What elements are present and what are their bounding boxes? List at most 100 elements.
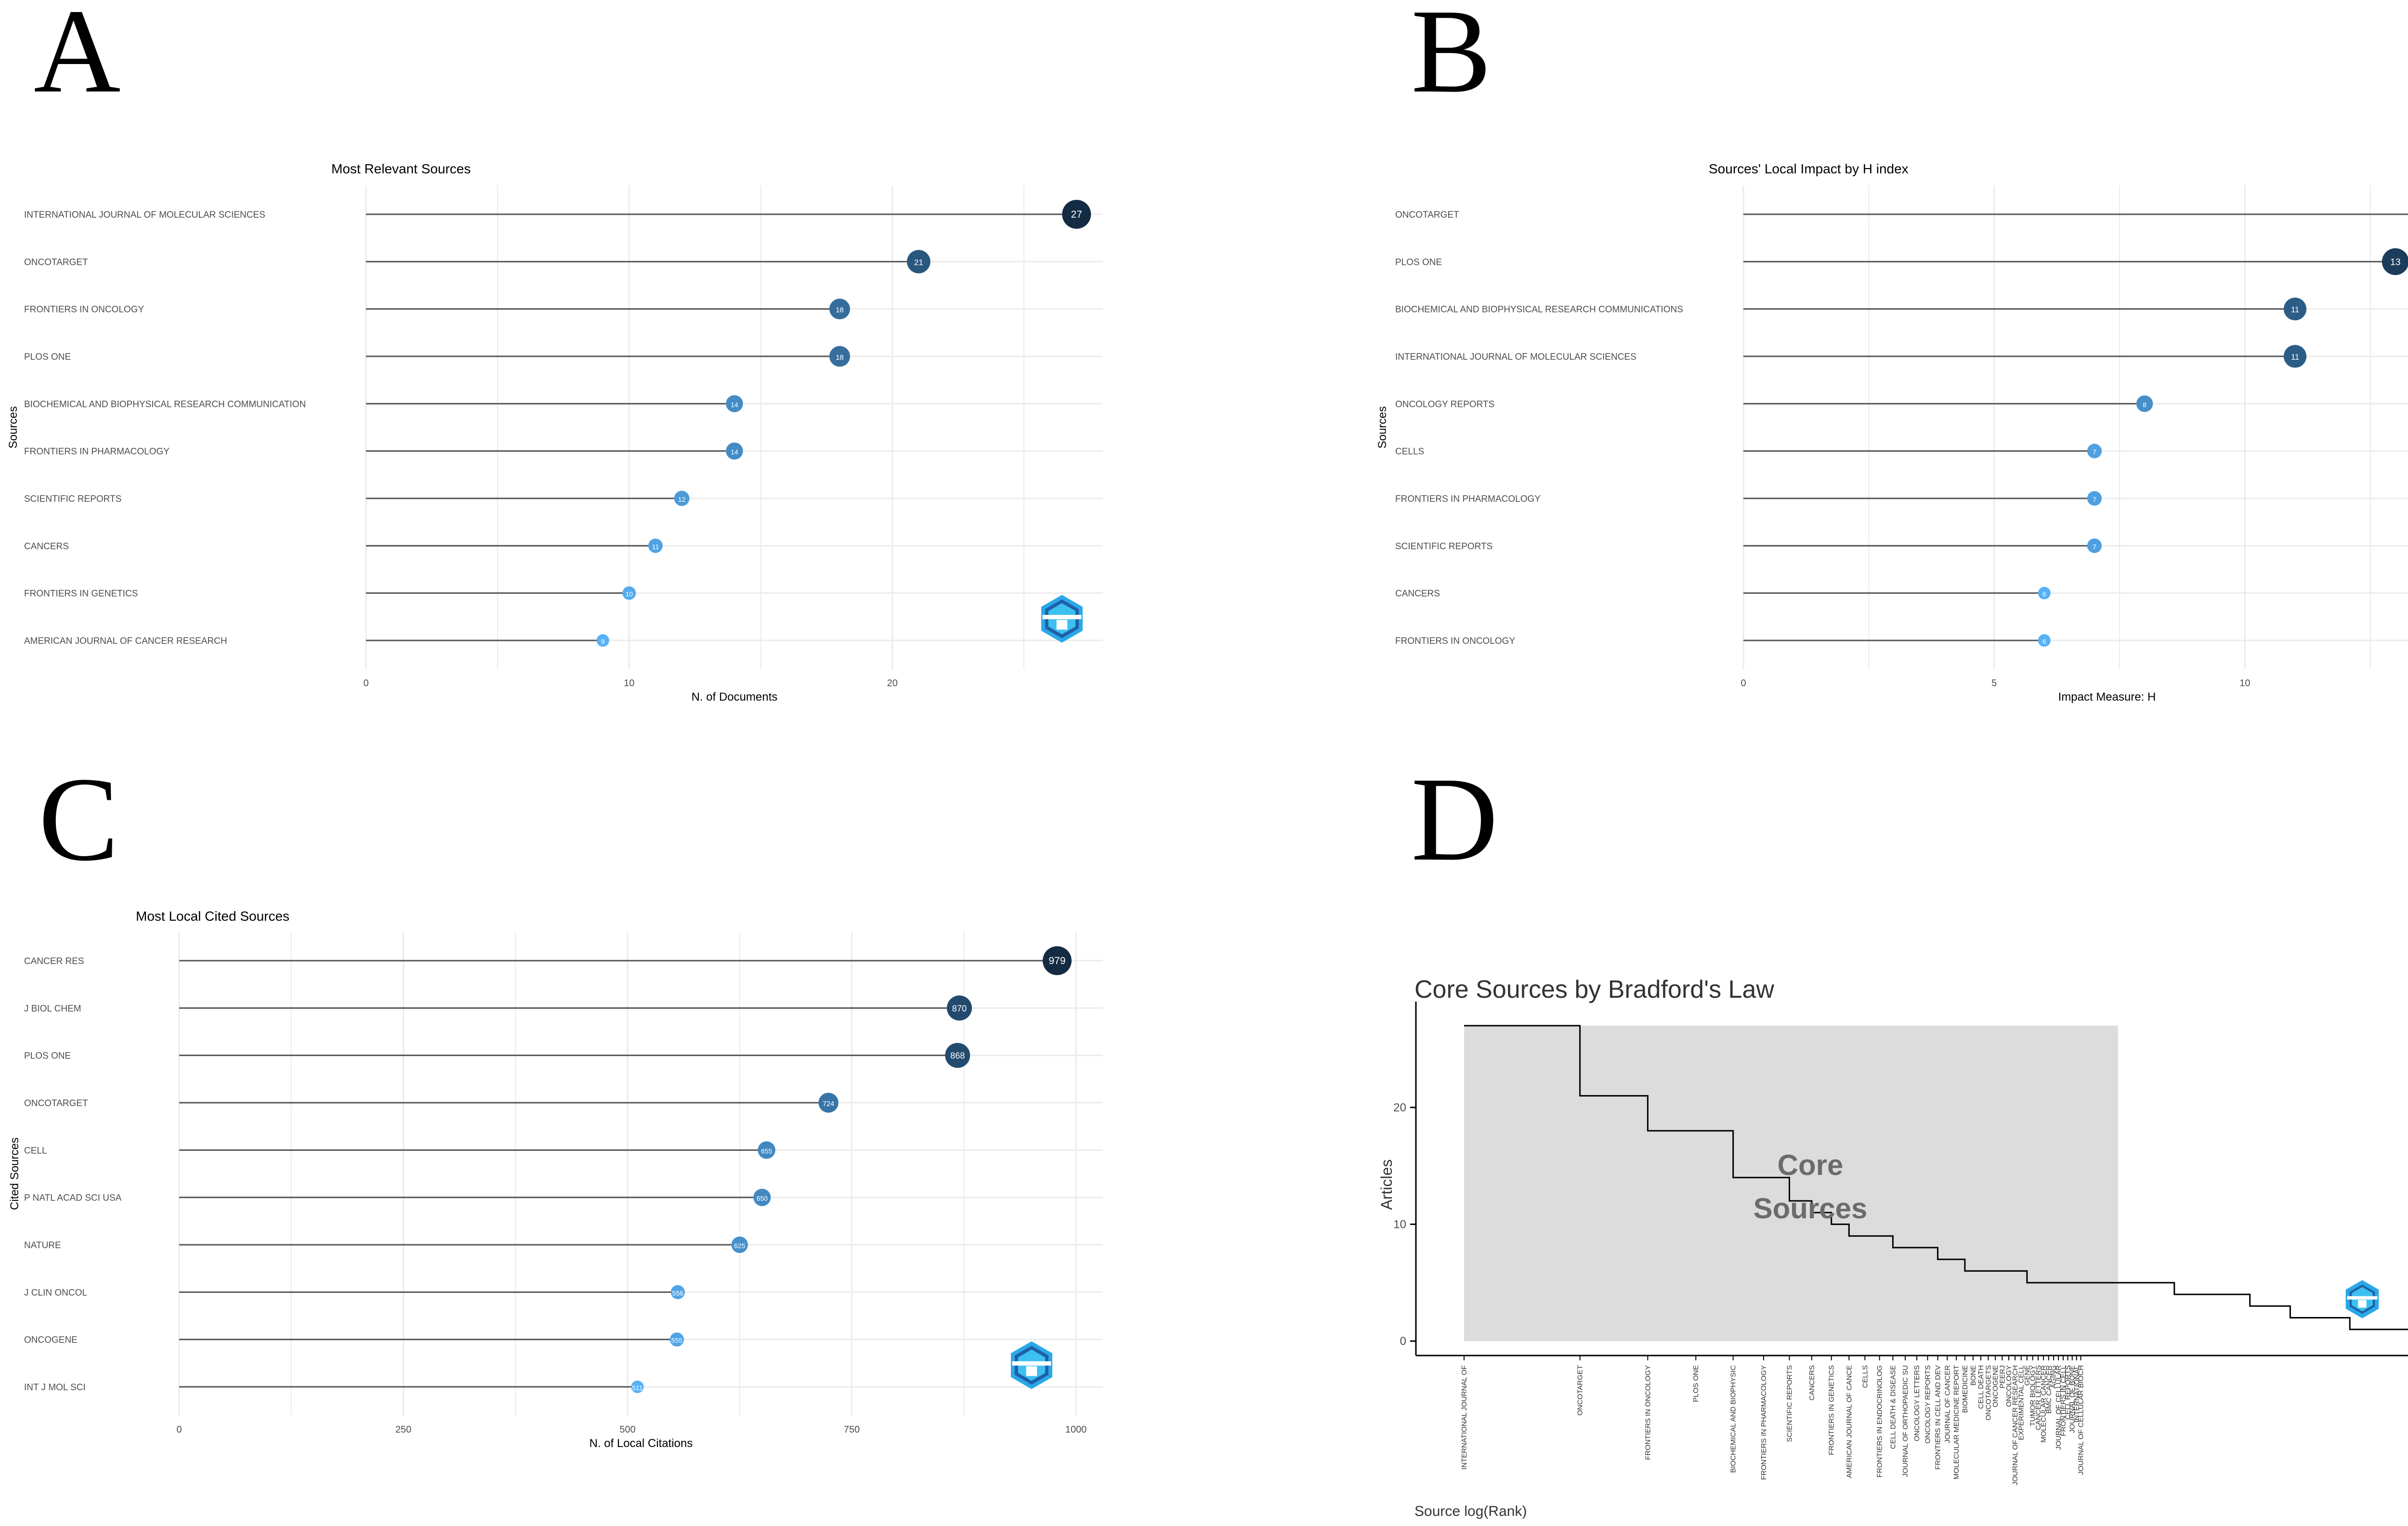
point (726, 395, 743, 413)
x-tick-label: CELL DEATH & DISEASE (1889, 1365, 1897, 1449)
value-label: 556 (672, 1289, 684, 1297)
value-label: 979 (1049, 955, 1066, 966)
value-label: 6 (2042, 590, 2046, 598)
category-label: PLOS ONE (24, 352, 71, 362)
value-label: 14 (731, 448, 738, 456)
point (731, 1236, 748, 1253)
core-label: Core (1778, 1149, 1844, 1181)
value-label: 870 (952, 1004, 967, 1013)
value-label: 27 (1071, 209, 1082, 220)
x-tick-label: 10 (624, 678, 634, 689)
x-tick-label: CELL REPORTS (2064, 1365, 2072, 1420)
x-tick-label: AMERICAN JOURNAL OF CANCE (1845, 1365, 1853, 1478)
point (2087, 443, 2102, 458)
point (2087, 538, 2102, 553)
category-label: ONCOTARGET (1395, 210, 1459, 220)
point (2283, 298, 2307, 321)
value-label: 11 (652, 543, 659, 550)
point (1043, 946, 1072, 975)
x-tick-label: ONCOLOGY LETTERS (1913, 1365, 1921, 1441)
x-tick-label: AGING (2050, 1365, 2058, 1388)
category-label: FRONTIERS IN GENETICS (24, 589, 138, 599)
category-label: ONCOTARGET (24, 1098, 88, 1109)
x-tick-label: 0 (1741, 678, 1746, 689)
point (829, 346, 851, 367)
category-label: ONCOTARGET (24, 257, 88, 267)
chart-title: Core Sources by Bradford's Law (1414, 976, 1774, 1004)
category-label: SCIENTIFIC REPORTS (1395, 541, 1492, 551)
value-label: 12 (678, 496, 686, 503)
point (829, 299, 851, 320)
panel-label-b: B (1411, 0, 1492, 118)
x-tick-label: 250 (395, 1424, 411, 1435)
y-axis-title: Cited Sources (8, 1137, 21, 1210)
category-label: PLOS ONE (24, 1051, 71, 1061)
value-label: 655 (761, 1147, 772, 1155)
category-label: AMERICAN JOURNAL OF CANCER RESEARCH (24, 636, 227, 646)
watermark-badge-icon (1011, 1341, 1052, 1389)
category-label: J BIOL CHEM (24, 1004, 81, 1014)
value-label: 724 (823, 1100, 834, 1108)
category-label: FRONTIERS IN ONCOLOGY (24, 305, 144, 315)
point (596, 634, 609, 647)
x-tick-label: JOURNAL OF CANCER (1943, 1365, 1951, 1443)
point (2038, 587, 2051, 600)
panel-a: INTERNATIONAL JOURNAL OF MOLECULAR SCIEN… (7, 161, 1103, 704)
watermark-badge-icon (1041, 595, 1083, 643)
x-tick-label: 20 (887, 678, 898, 689)
category-label: BIOCHEMICAL AND BIOPHYSICAL RESEARCH COM… (24, 399, 306, 409)
point (622, 586, 636, 600)
category-label: CANCER RES (24, 956, 84, 966)
value-label: 11 (2291, 352, 2299, 362)
value-label: 625 (734, 1242, 746, 1250)
x-tick-label: 500 (619, 1424, 635, 1435)
category-label: CELLS (1395, 447, 1424, 457)
category-label: CANCERS (1395, 589, 1440, 599)
x-tick-label: ONCOLOGY (2005, 1365, 2013, 1407)
value-label: 6 (2042, 638, 2046, 645)
panel-b: ONCOTARGET PLOS ONE BIOCHEMICAL AND BIOPHY… (1376, 161, 2408, 704)
category-label: FRONTIERS IN ONCOLOGY (1395, 636, 1515, 646)
value-label: 10 (626, 590, 633, 598)
value-label: 7 (2093, 543, 2096, 550)
panel-label-c: C (39, 753, 119, 886)
x-axis-title: N. of Documents (692, 691, 778, 704)
x-tick-label: 5 (1991, 678, 1997, 689)
x-tick-label: BMC CANCER (2045, 1365, 2053, 1414)
category-label: CELL (24, 1146, 47, 1156)
x-tick-label: GENE (2023, 1365, 2031, 1386)
x-tick-label: ONCOTARGETS (1984, 1365, 1992, 1421)
category-label: ONCOGENE (24, 1335, 78, 1345)
point (2038, 634, 2051, 647)
y-tick-label: 0 (1400, 1335, 1406, 1348)
category-label: BIOCHEMICAL AND BIOPHYSICAL RESEARCH COM… (1395, 305, 1683, 315)
x-tick-label: BIOCHEMICAL AND BIOPHYSIC (1729, 1365, 1738, 1473)
x-axis-title: Source log(Rank) (1414, 1503, 1527, 1519)
panel-label-a: A (34, 0, 121, 118)
point (670, 1285, 685, 1299)
point (674, 491, 690, 506)
value-label: 13 (2390, 257, 2401, 267)
x-tick-label: FRONTIERS IN PHARMACOLOGY (1760, 1365, 1768, 1480)
x-tick-label: 0 (363, 678, 368, 689)
point (1062, 200, 1091, 229)
x-axis-title: Impact Measure: H (2058, 691, 2156, 704)
chart-title: Most Local Cited Sources (136, 909, 289, 924)
x-tick-label: INTERNATIONAL JOURNAL OF (1460, 1365, 1468, 1470)
value-label: 650 (757, 1195, 768, 1202)
x-axis-title: N. of Local Citations (589, 1437, 693, 1450)
point (2136, 395, 2153, 412)
watermark-badge-icon (2345, 1280, 2379, 1318)
bradford-series-line (1464, 1025, 2408, 1330)
point (2283, 345, 2307, 368)
point (631, 1381, 644, 1393)
y-axis-title: Articles (1378, 1160, 1395, 1210)
point (726, 442, 743, 460)
x-tick-label: FRONTIERS IN CELL (2059, 1365, 2068, 1436)
point (758, 1141, 775, 1159)
x-tick-label: 10 (2239, 678, 2250, 689)
panel-label-d: D (1411, 753, 1498, 886)
x-tick-label: ONCOTARGET (1576, 1365, 1584, 1416)
value-label: 9 (601, 638, 605, 645)
x-tick-label: ONCOLOGY REPORTS (1924, 1365, 1932, 1444)
